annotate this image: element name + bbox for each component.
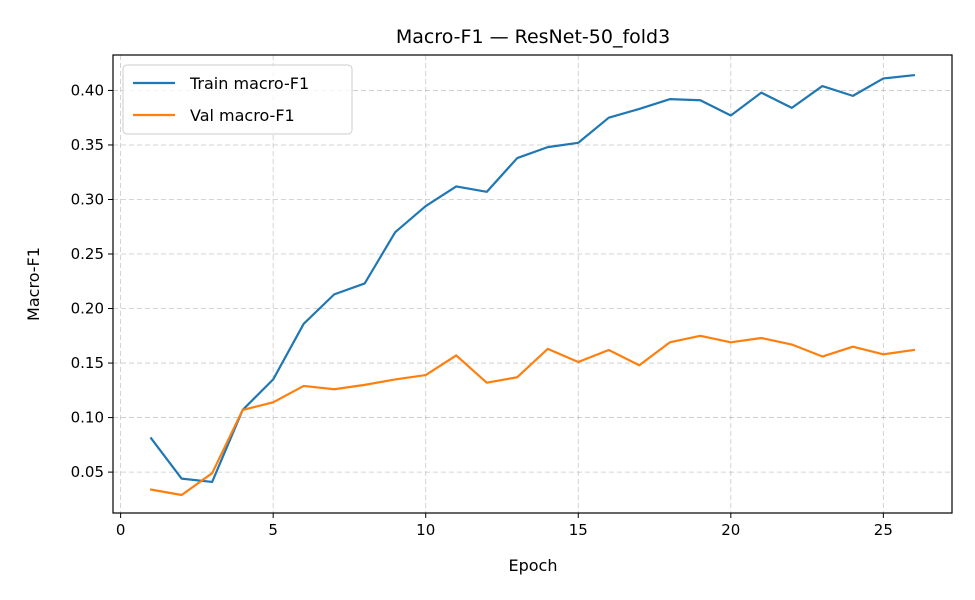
ticks-layer: 0 5 10 15 20 25 0.05 0.10 0.15 0.20 0.25 0.30 0.35 0.… xyxy=(71,81,893,539)
series-line-train xyxy=(149,73,916,484)
y-tick-label: 0.10 xyxy=(71,409,104,427)
y-tick-label: 0.15 xyxy=(71,354,104,372)
legend-box xyxy=(122,64,353,135)
x-axis-label: Epoch xyxy=(509,556,558,575)
x-tick-label: 25 xyxy=(874,521,893,539)
y-tick-label: 0.25 xyxy=(71,245,104,263)
legend-label-val: Val macro-F1 xyxy=(190,106,295,125)
series-layer xyxy=(149,73,916,497)
x-tick-label: 20 xyxy=(721,521,740,539)
x-tick-label: 5 xyxy=(268,521,278,539)
legend: Train macro-F1 Val macro-F1 xyxy=(122,64,353,135)
y-tick-label: 0.20 xyxy=(71,300,104,318)
legend-label-train: Train macro-F1 xyxy=(189,74,309,93)
plot-frame xyxy=(112,54,953,514)
y-tick-label: 0.05 xyxy=(71,463,104,481)
y-tick-label: 0.30 xyxy=(71,190,104,208)
y-axis-label: Macro-F1 xyxy=(24,247,43,321)
series-line-val xyxy=(149,334,916,497)
x-tick-label: 0 xyxy=(116,521,126,539)
x-tick-label: 10 xyxy=(416,521,435,539)
y-tick-label: 0.35 xyxy=(71,136,104,154)
grid-layer xyxy=(113,55,952,513)
y-tick-label: 0.40 xyxy=(71,81,104,99)
x-tick-label: 15 xyxy=(569,521,588,539)
chart-title: Macro-F1 — ResNet-50_fold3 xyxy=(396,26,670,48)
